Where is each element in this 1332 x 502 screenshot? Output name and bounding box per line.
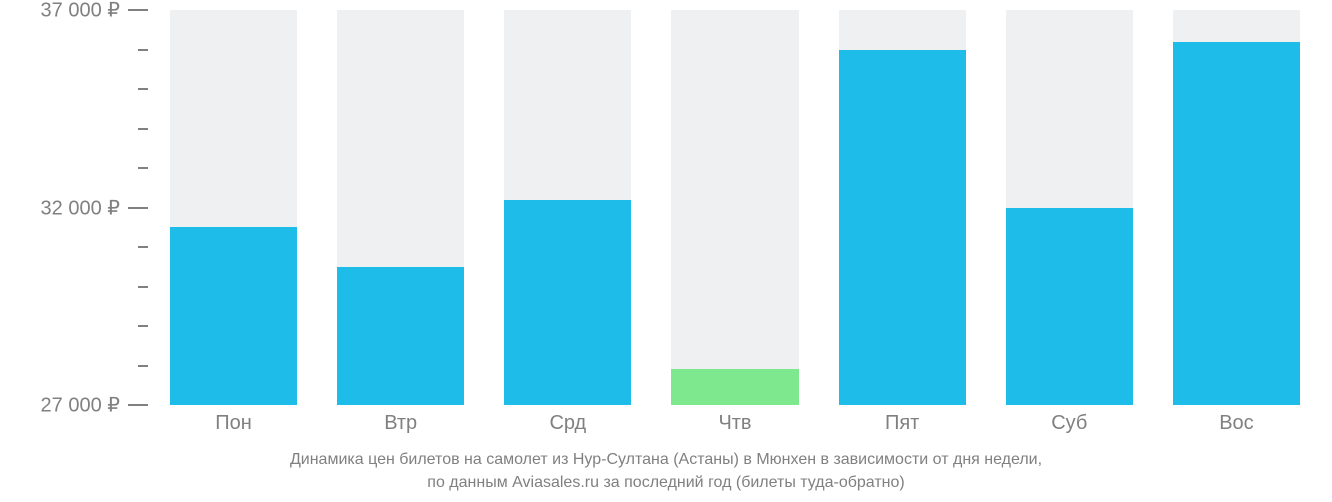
y-tick-minor xyxy=(138,88,148,90)
x-tick-label: Вос xyxy=(1219,412,1253,435)
caption-line-1: Динамика цен билетов на самолет из Нур-С… xyxy=(290,451,1042,468)
y-tick-mark xyxy=(128,404,148,406)
bar xyxy=(337,267,464,405)
y-tick-minor xyxy=(138,286,148,288)
x-tick-label: Пят xyxy=(885,412,919,435)
y-tick-label: 32 000 ₽ xyxy=(41,195,120,220)
price-by-weekday-chart: 37 000 ₽32 000 ₽27 000 ₽ ПонВтрСрдЧтвПят… xyxy=(0,0,1332,502)
bar-background xyxy=(671,10,798,405)
y-tick-label: 27 000 ₽ xyxy=(41,393,120,418)
x-axis-labels: Пон Втр Срд Чтв Пят Суб Вос xyxy=(150,412,1320,442)
chart-caption: Динамика цен билетов на самолет из Нур-С… xyxy=(0,448,1332,494)
bar xyxy=(1173,42,1300,405)
y-tick-minor xyxy=(138,49,148,51)
x-tick-label: Суб xyxy=(1051,412,1087,435)
y-tick-mark xyxy=(128,9,148,11)
bar-slot xyxy=(1173,10,1300,405)
y-tick-minor xyxy=(138,365,148,367)
x-tick-label: Пон xyxy=(215,412,252,435)
bar xyxy=(839,50,966,406)
bar xyxy=(170,227,297,405)
bar-slot xyxy=(671,10,798,405)
bar-slot xyxy=(839,10,966,405)
y-tick-label: 37 000 ₽ xyxy=(41,0,120,23)
y-axis: 37 000 ₽32 000 ₽27 000 ₽ xyxy=(0,10,148,405)
bar-slot xyxy=(1006,10,1133,405)
x-tick-label: Срд xyxy=(549,412,586,435)
bar xyxy=(504,200,631,405)
plot-area xyxy=(150,10,1320,405)
x-tick-label: Втр xyxy=(384,412,417,435)
x-tick-label: Чтв xyxy=(718,412,751,435)
y-tick-minor xyxy=(138,167,148,169)
y-tick-minor xyxy=(138,325,148,327)
bar-slot xyxy=(504,10,631,405)
bar-slot xyxy=(337,10,464,405)
y-tick-minor xyxy=(138,128,148,130)
y-tick-minor xyxy=(138,246,148,248)
caption-line-2: по данным Aviasales.ru за последний год … xyxy=(427,474,904,491)
y-tick-mark xyxy=(128,207,148,209)
bar xyxy=(671,369,798,405)
bar xyxy=(1006,208,1133,406)
bar-slot xyxy=(170,10,297,405)
